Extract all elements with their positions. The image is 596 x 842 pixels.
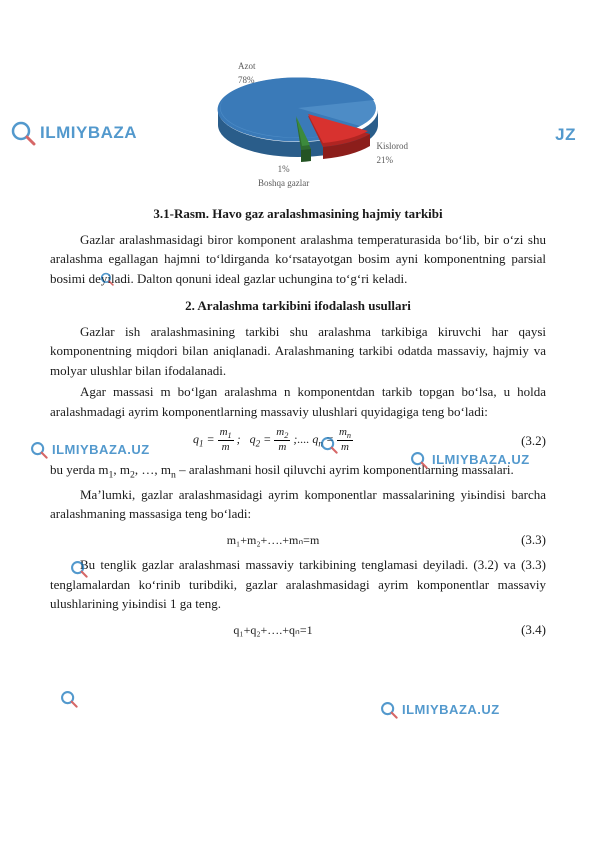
slice-label-kislorod: Kislorod 21% <box>377 140 409 167</box>
slice-label-azot: Azot 78% <box>238 60 256 87</box>
paragraph-4: bu yerda m1, m2, …, mn – aralashmani hos… <box>50 460 546 483</box>
paragraph-5: Ma’lumki, gazlar aralashmasidagi ayrim k… <box>50 485 546 524</box>
watermark: ILMIYBAZA <box>10 120 137 146</box>
pie-chart: Azot 78% Kislorod 21% 1% Boshqa gazlar <box>188 30 408 200</box>
paragraph-6: Bu tenglik gazlar aralashmasi massaviy t… <box>50 555 546 614</box>
paragraph-3: Agar massasi m bo‘lgan aralashma n kompo… <box>50 382 546 421</box>
watermark-text: ILMIYBAZA <box>40 120 137 146</box>
equation-3-3: m₁+m₂+….+mₙ=m (3.3) <box>50 530 546 550</box>
watermark: JZ <box>555 122 576 148</box>
magnifier-icon <box>10 120 36 146</box>
watermark: ILMIYBAZA.UZ <box>380 700 500 720</box>
equation-3-2: q1 = m1m ; q2 = m2m ;.... qn = mnm (3.2) <box>50 427 546 454</box>
paragraph-1: Gazlar aralashmasidagi biror komponent a… <box>50 230 546 289</box>
magnifier-icon <box>30 441 48 459</box>
watermark-text: ILMIYBAZA.UZ <box>402 700 500 720</box>
figure-caption: 3.1-Rasm. Havo gaz aralashmasining hajmi… <box>50 204 546 224</box>
paragraph-2: Gazlar ish aralashmasining tarkibi shu a… <box>50 322 546 381</box>
equation-number: (3.3) <box>496 530 546 550</box>
magnifier-icon <box>380 701 398 719</box>
equation-number: (3.4) <box>496 620 546 640</box>
watermark-text: JZ <box>555 122 576 148</box>
equation-number: (3.2) <box>496 431 546 451</box>
slice-label-boshqa: 1% Boshqa gazlar <box>258 163 309 190</box>
equation-3-4: q₁+q₂+….+qₙ=1 (3.4) <box>50 620 546 640</box>
section-heading: 2. Aralashma tarkibini ifodalash usullar… <box>50 296 546 316</box>
watermark <box>60 690 78 708</box>
magnifier-icon <box>60 690 78 708</box>
